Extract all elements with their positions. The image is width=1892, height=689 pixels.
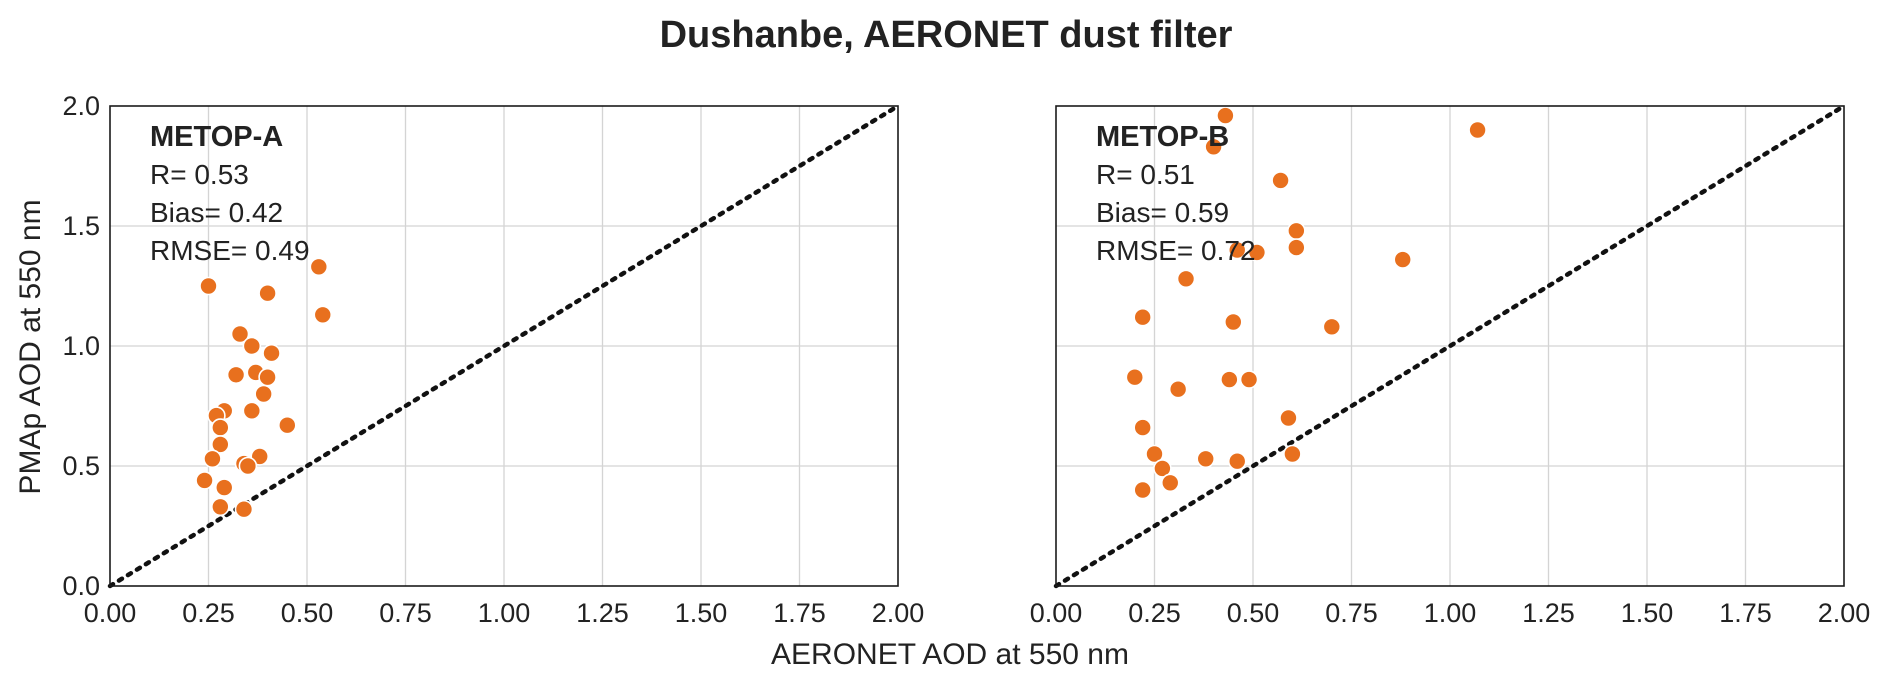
data-point [1204,137,1223,157]
chart-title: Dushanbe, AERONET dust filter [660,14,1233,56]
data-point [1176,269,1196,289]
x-tick-label: 0.50 [281,598,334,628]
scatter-panel-right: 0.00 0.25 0.50 0.75 1.00 1.25 1.50 1.75 2.00 METO… [1030,103,1871,628]
annotation-satellite-name: METOP-B [1096,121,1229,153]
panels-layer: 0.00 0.25 0.50 0.75 1.00 1.25 1.50 1.75 2.000.00… [62,91,1870,628]
data-point [195,471,214,490]
plot-frame [1055,105,1845,587]
data-point [203,449,222,469]
x-tick-label: 1.75 [1719,598,1772,628]
data-point [1287,221,1306,241]
data-point [262,343,281,363]
data-point [1271,171,1290,190]
x-tick-label: 2.00 [872,598,925,628]
data-point [1145,444,1164,464]
y-tick-label: 0.5 [62,451,100,481]
data-point [277,415,297,435]
x-tick-label: 1.50 [1621,598,1674,628]
data-point [1287,238,1306,257]
y-axis-label: PMAp AOD at 550 nm [14,199,47,494]
x-tick-label: 0.75 [1325,598,1378,628]
x-tick-label: 0.00 [1030,598,1083,628]
data-point [1239,370,1259,389]
x-tick-label: 0.75 [379,598,432,628]
data-point [254,384,273,404]
data-point [1224,312,1243,332]
x-tick-label: 1.75 [773,598,826,628]
data-point [1220,370,1239,389]
data-point [230,324,250,344]
data-point [1322,317,1342,337]
data-point [1133,418,1152,437]
x-tick-label: 0.25 [1128,598,1181,628]
data-point [313,305,333,325]
plot-frame [109,105,899,587]
data-point [1227,451,1247,471]
x-axis-label: AERONET AOD at 550 nm [771,638,1129,671]
data-point [258,367,277,387]
data-point [1216,106,1235,125]
annotation-bias-value: Bias= 0.42 [150,197,283,228]
annotation-r-value: R= 0.53 [150,159,249,190]
annotation-r-value: R= 0.51 [1096,159,1195,190]
annotation-satellite-name: METOP-A [150,121,283,153]
data-point [1133,307,1152,327]
x-tick-label: 1.00 [1424,598,1477,628]
data-point [1247,243,1267,262]
data-point [234,499,254,519]
data-point [1160,473,1180,493]
x-tick-label: 1.00 [478,598,531,628]
data-point [214,478,234,497]
annotation-rmse-value: RMSE= 0.49 [150,235,310,266]
data-point [1168,379,1188,399]
x-tick-label: 0.25 [182,598,235,628]
data-point [258,283,277,303]
x-tick-label: 1.25 [1522,598,1575,628]
data-point [1153,459,1172,478]
y-tick-label: 1.0 [62,331,100,361]
one-to-one-line [1053,103,1847,589]
data-point [199,276,218,296]
x-tick-label: 0.50 [1227,598,1280,628]
x-tick-label: 1.50 [675,598,728,628]
data-point [211,497,230,517]
data-point [226,365,246,385]
scatter-panel-left: 0.00 0.25 0.50 0.75 1.00 1.25 1.50 1.75 2.00 0.0 0… [62,91,924,628]
data-point [1283,444,1302,464]
y-tick-label: 2.0 [62,91,100,121]
annotation-rmse-value: RMSE= 0.72 [1096,235,1256,266]
data-point [1227,240,1247,260]
data-point [242,336,262,356]
data-point [211,435,230,454]
data-point [211,418,230,437]
x-tick-label: 2.00 [1818,598,1871,628]
data-point [1133,480,1152,500]
x-tick-label: 1.25 [576,598,629,628]
annotation-bias-value: Bias= 0.59 [1096,197,1229,228]
y-tick-label: 1.5 [62,211,100,241]
data-point [1468,120,1487,140]
x-tick-label: 0.00 [84,598,137,628]
data-point [1125,367,1145,387]
data-point [1279,408,1298,428]
data-point [309,257,329,277]
data-point [242,401,262,421]
data-point [1393,250,1413,269]
y-tick-label: 0.0 [62,571,100,601]
data-point [1196,449,1216,469]
one-to-one-line [107,103,901,589]
data-point [238,456,258,476]
